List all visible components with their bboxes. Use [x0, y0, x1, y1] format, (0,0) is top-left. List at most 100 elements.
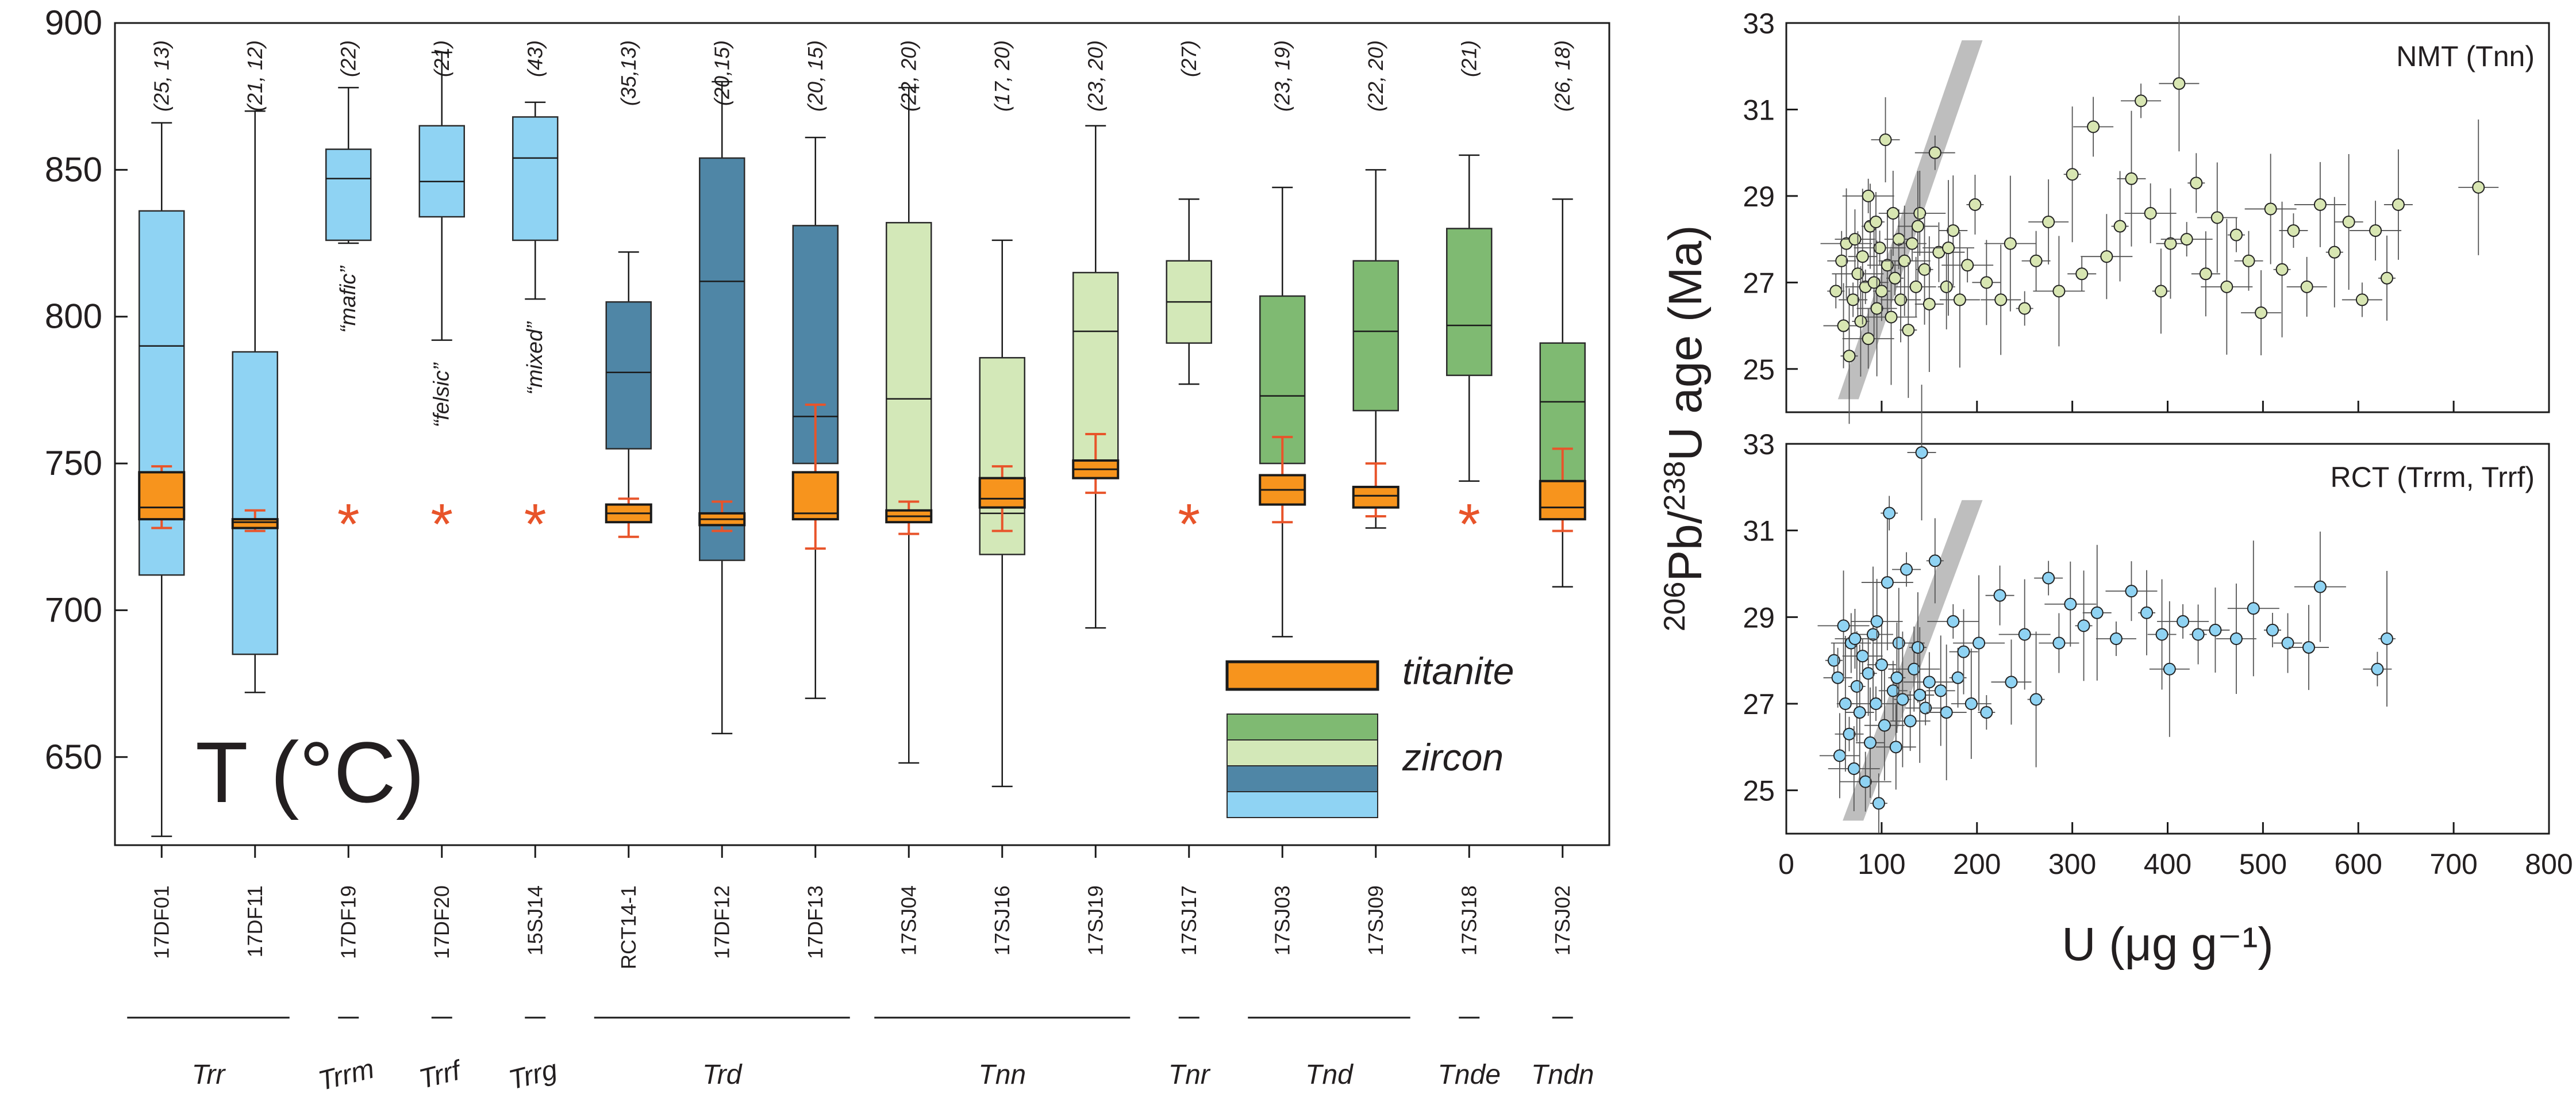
data-point: [2154, 285, 2167, 298]
data-point: [1900, 563, 1913, 576]
analysis-count-label: (23, 19): [1270, 40, 1294, 112]
sample-label: 17SJ19: [1083, 885, 1107, 956]
plot-frame: [114, 22, 1610, 846]
data-point: [2109, 632, 2123, 645]
analysis-count-label: (21): [1457, 40, 1481, 77]
data-point: [1843, 727, 1856, 741]
data-point: [2371, 662, 2384, 676]
zircon-box: [699, 157, 745, 561]
data-point: [2209, 623, 2222, 636]
data-point: [1905, 237, 1918, 250]
zircon-box: [325, 148, 372, 241]
data-point: [1835, 254, 1848, 267]
analysis-count-label: (22): [336, 40, 360, 77]
data-point: [1847, 762, 1860, 775]
data-point: [1873, 241, 1886, 255]
legend-zircon-swatch: [1227, 791, 1378, 818]
data-point: [1980, 276, 1993, 289]
data-point: [1957, 645, 1970, 658]
sample-label: 15SJ14: [523, 885, 547, 956]
y-tick-label: 750: [45, 444, 102, 482]
sample-label: 17DF12: [710, 885, 733, 959]
legend-titanite-swatch: [1225, 660, 1379, 691]
data-point: [2066, 168, 2079, 181]
legend-zircon-swatch: [1227, 713, 1378, 741]
data-point: [2087, 120, 2100, 133]
data-point: [1968, 198, 1982, 211]
data-point: [1847, 293, 1860, 306]
data-point: [1904, 715, 1917, 728]
data-point: [2287, 224, 2300, 237]
group-label: Trrf: [416, 1055, 466, 1095]
sample-label: 17SJ18: [1457, 885, 1481, 956]
data-point: [1915, 446, 1928, 459]
analysis-count-label: (21, 12): [243, 40, 267, 112]
no-titanite-asterisk: *: [1178, 492, 1200, 557]
data-point: [1934, 684, 1947, 697]
data-point: [1953, 293, 1966, 306]
data-point: [1833, 749, 1846, 762]
data-point: [1911, 641, 1924, 654]
group-label: Trrg: [506, 1054, 560, 1096]
y-axis-title-text: U age (Ma): [1659, 225, 1712, 461]
data-point: [1878, 719, 1891, 732]
data-point: [2052, 636, 2066, 650]
analysis-count-label: (25, 13): [149, 40, 173, 112]
data-point: [2005, 676, 2018, 689]
analysis-count-label: (35,13): [617, 40, 640, 106]
u-age-scatter-panel: 25 27 29 31 33 NMT (Tnn) 25 27 29 31 33 RCT (Trrm, …: [1658, 7, 2573, 970]
no-titanite-asterisk: *: [1458, 492, 1481, 557]
group-label: Trd: [702, 1060, 743, 1090]
x-tick-label: 700: [2429, 848, 2477, 880]
y-tick-label: 700: [45, 590, 102, 629]
data-point: [2392, 198, 2405, 211]
data-point: [1894, 293, 1908, 306]
data-point: [1837, 619, 1850, 632]
data-point: [1973, 636, 1986, 650]
data-point: [1856, 650, 1869, 663]
data-point: [1881, 576, 1894, 589]
data-point: [1911, 220, 1924, 233]
data-point: [2220, 280, 2233, 293]
data-point: [2029, 254, 2043, 267]
analysis-count-label: (27): [1177, 40, 1201, 77]
sample-label: 17DF19: [336, 885, 360, 959]
zircon-box: [886, 222, 932, 523]
analysis-count-label: (23, 20): [1083, 40, 1107, 112]
data-point: [2266, 623, 2279, 636]
data-point: [2281, 636, 2294, 650]
y-axis-title-text: Pb/: [1659, 511, 1712, 581]
y-tick-label: 29: [1743, 181, 1775, 213]
x-tick-label: 400: [2144, 848, 2191, 880]
data-point: [2075, 267, 2089, 281]
data-point: [2064, 597, 2077, 611]
data-point: [2255, 306, 2268, 319]
group-label: Tnn: [978, 1060, 1026, 1090]
data-point: [1831, 671, 1844, 684]
x-tick-label: 200: [1953, 848, 2001, 880]
y-tick-label: 27: [1743, 688, 1775, 720]
group-label: Tnde: [1438, 1060, 1501, 1090]
legend-zircon-label: zircon: [1402, 736, 1504, 778]
data-point: [2302, 641, 2315, 654]
sample-label: 17DF01: [149, 885, 173, 959]
data-point: [2210, 211, 2224, 224]
y-tick-label: 25: [1743, 775, 1775, 807]
data-point: [2100, 250, 2113, 263]
data-point: [1980, 706, 1993, 719]
zircon-box: [1352, 260, 1399, 412]
analysis-count-label: (17, 20): [990, 40, 1014, 112]
data-point: [1854, 315, 1867, 328]
data-point: [1885, 310, 1898, 324]
data-point: [2381, 632, 2394, 645]
y-axis-title: T (°C): [195, 724, 425, 820]
x-tick-label: 0: [1778, 848, 1794, 880]
data-point: [1940, 706, 1953, 719]
y-tick-label: 650: [45, 738, 102, 776]
data-point: [1862, 189, 1875, 202]
data-point: [1875, 658, 1888, 672]
data-point: [1870, 302, 1883, 315]
data-point: [1913, 206, 1927, 220]
sample-label: 17DF13: [803, 885, 827, 959]
data-point: [2264, 202, 2277, 216]
